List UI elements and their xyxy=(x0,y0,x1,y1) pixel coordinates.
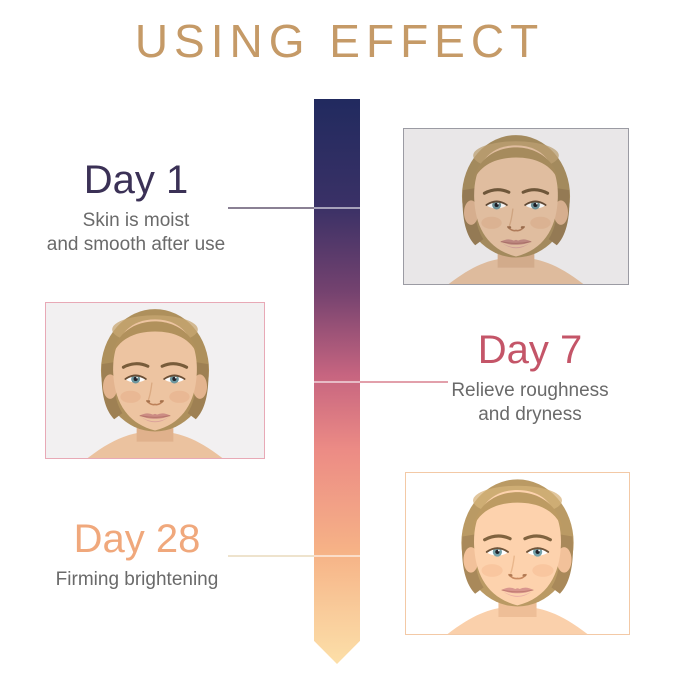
stage-day1-description: Skin is moist and smooth after use xyxy=(18,209,254,257)
face-photo-day28 xyxy=(405,472,630,635)
stage-day1-desc-line1: Skin is moist xyxy=(82,210,190,231)
stage-day1: Day 1 Skin is moist and smooth after use xyxy=(18,158,254,257)
stage-day28-label: Day 28 xyxy=(73,517,201,561)
face-photo-day1 xyxy=(403,128,629,285)
stage-day7-desc-line2: and dryness xyxy=(478,403,582,425)
connector-line-day7 xyxy=(360,381,448,383)
stage-day28-description: Firming brightening xyxy=(22,568,252,592)
connector-line-day1-overlay xyxy=(314,207,360,209)
connector-line-day7-overlay xyxy=(314,381,360,383)
stage-day7-desc-line1: Relieve roughness xyxy=(451,380,609,401)
face-illustration-day28 xyxy=(406,473,629,634)
connector-line-day28 xyxy=(228,555,314,557)
face-illustration-day7 xyxy=(46,303,264,458)
stage-day7: Day 7 Relieve roughness and dryness xyxy=(424,328,636,427)
stage-day28-desc-line1: Firming brightening xyxy=(55,569,219,590)
connector-line-day1 xyxy=(228,207,314,209)
stage-day7-description: Relieve roughness and dryness xyxy=(424,379,636,427)
stage-day7-label: Day 7 xyxy=(477,328,583,372)
stage-day1-label: Day 1 xyxy=(83,158,189,202)
page-title: USING EFFECT xyxy=(134,15,545,67)
stage-day1-desc-line2: and smooth after use xyxy=(46,233,226,255)
stage-day28: Day 28 Firming brightening xyxy=(22,517,252,592)
face-illustration-day1 xyxy=(404,129,628,284)
connector-line-day28-overlay xyxy=(314,555,360,557)
face-photo-day7 xyxy=(45,302,265,459)
